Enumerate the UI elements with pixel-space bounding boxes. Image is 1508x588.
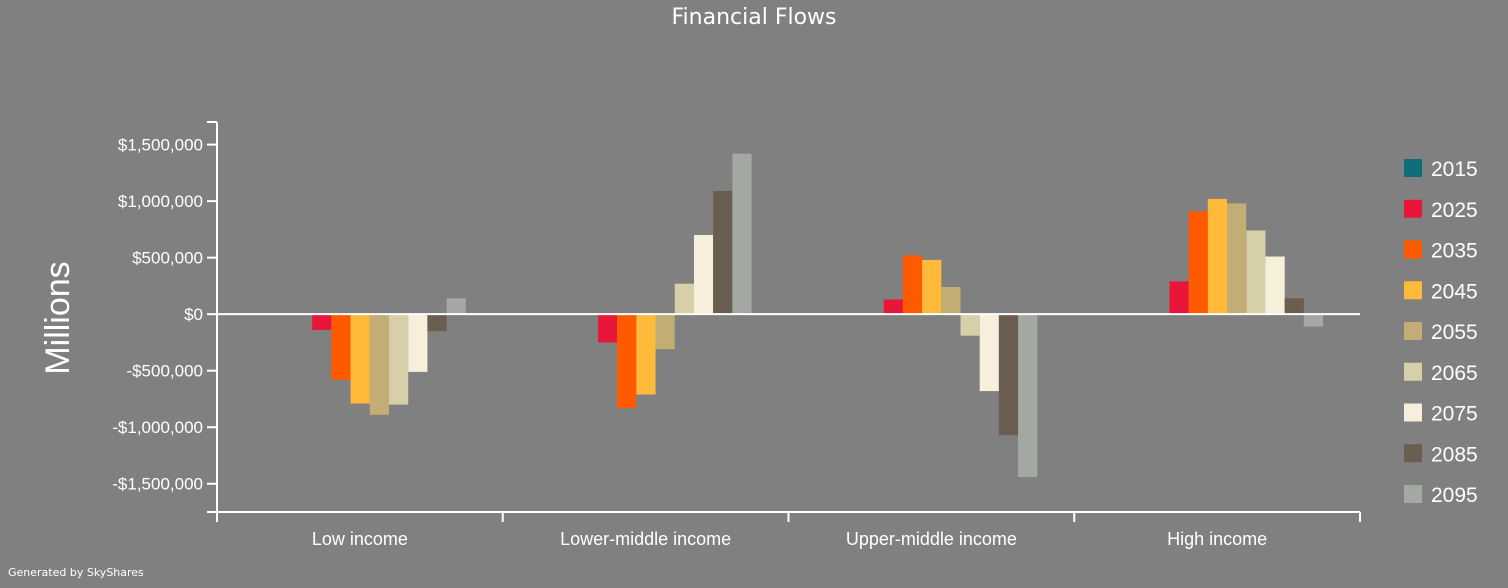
legend-label-2025: 2025 (1431, 199, 1478, 222)
bar-2045-1 (636, 314, 656, 395)
legend-label-2055: 2055 (1431, 321, 1478, 344)
y-tick-label: -$500,000 (126, 362, 203, 381)
x-category-label: Low income (312, 529, 408, 549)
legend-swatch-2085 (1404, 444, 1422, 463)
legend-label-2065: 2065 (1431, 362, 1478, 385)
y-tick-label: -$1,500,000 (112, 475, 203, 494)
legend-label-2075: 2075 (1431, 403, 1478, 426)
legend-swatch-2095 (1404, 485, 1422, 503)
bar-2025-1 (598, 314, 618, 343)
legend-label-2095: 2095 (1431, 484, 1478, 507)
bar-2025-3 (1169, 281, 1189, 315)
x-category-label: Lower-middle income (560, 529, 731, 549)
bar-2025-2 (883, 299, 903, 315)
bar-2055-0 (369, 314, 389, 415)
y-axis-title: Millions (39, 261, 77, 374)
bar-2045-0 (350, 314, 370, 404)
x-category-label: High income (1167, 529, 1267, 549)
legend-swatch-2055 (1404, 322, 1422, 340)
bar-2065-2 (960, 314, 980, 336)
bar-2085-1 (713, 191, 733, 315)
bar-2035-2 (902, 255, 923, 315)
y-tick-label: $500,000 (132, 249, 203, 268)
legend-label-2015: 2015 (1431, 158, 1478, 181)
bar-2035-0 (331, 314, 351, 380)
y-tick-label: $0 (184, 305, 203, 324)
chart-title: Financial Flows (671, 5, 837, 30)
legend-swatch-2035 (1404, 240, 1422, 259)
bar-2025-0 (312, 314, 332, 330)
legend-swatch-2065 (1404, 362, 1422, 381)
footer-credit: Generated by SkyShares (8, 566, 144, 579)
bar-2055-2 (941, 287, 961, 315)
bar-2065-1 (674, 283, 694, 315)
bar-2075-2 (979, 314, 999, 392)
bar-2065-0 (389, 314, 409, 405)
bar-2055-3 (1227, 203, 1247, 315)
y-tick-label: $1,000,000 (118, 192, 203, 211)
bar-2065-3 (1246, 230, 1266, 315)
legend-label-2045: 2045 (1431, 280, 1478, 303)
bar-2045-2 (922, 259, 942, 315)
bar-2035-1 (617, 314, 637, 408)
legend-swatch-2075 (1404, 403, 1422, 422)
bar-2035-3 (1188, 211, 1208, 315)
y-tick-label: -$1,000,000 (112, 418, 203, 437)
bar-2095-3 (1303, 314, 1323, 327)
bar-2055-1 (655, 314, 675, 350)
legend-label-2035: 2035 (1431, 240, 1478, 263)
legend-swatch-2045 (1404, 281, 1422, 300)
bar-2095-1 (732, 153, 752, 315)
bar-2085-2 (998, 314, 1019, 436)
legend-swatch-2025 (1404, 199, 1422, 218)
legend: 2015 2025 2035 2045 2055 2065 2075 2085 2095 (1404, 158, 1478, 507)
bar-2095-2 (1018, 314, 1038, 477)
y-tick-label: $1,500,000 (118, 136, 203, 155)
bar-2085-0 (427, 314, 447, 332)
x-category-label: Upper-middle income (846, 529, 1017, 549)
legend-label-2085: 2085 (1431, 443, 1478, 466)
bar-2095-0 (446, 298, 466, 315)
bar-2085-3 (1284, 298, 1304, 315)
bar-2045-3 (1207, 198, 1227, 315)
bar-2075-1 (694, 235, 714, 315)
legend-swatch-2015 (1404, 159, 1422, 177)
bar-2075-0 (408, 314, 428, 372)
bar-2075-3 (1265, 256, 1285, 315)
